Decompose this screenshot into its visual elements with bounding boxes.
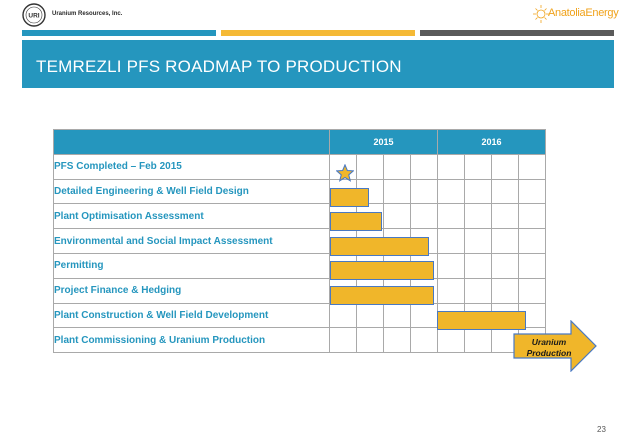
- table-row: Project Finance & Hedging: [53, 277, 546, 304]
- task-label: Plant Construction & Well Field Developm…: [53, 302, 330, 329]
- stripe-blue: [22, 30, 216, 36]
- table-row: Plant Commissioning & Uranium Production: [53, 327, 546, 354]
- slide-title: TEMREZLI PFS ROADMAP TO PRODUCTION: [36, 57, 402, 76]
- brand-suffix: Energy: [585, 7, 619, 19]
- title-bar: [22, 40, 614, 88]
- gantt-bar-plant-optimisation: [330, 212, 382, 231]
- anatolia-energy-logo-icon: [533, 5, 549, 23]
- gantt-bar-esia: [330, 237, 429, 256]
- stripe-gold: [221, 30, 415, 36]
- table-header-row: 2015 2016: [53, 129, 546, 155]
- year-header-2015: 2015: [329, 129, 438, 155]
- table-row: Permitting: [53, 252, 546, 279]
- stripe-gray: [420, 30, 614, 36]
- table-row: Environmental and Social Impact Assessme…: [53, 228, 546, 254]
- arrow-label-line2: Production: [526, 348, 572, 358]
- task-label: PFS Completed – Feb 2015: [53, 153, 330, 180]
- table-row: Detailed Engineering & Well Field Design: [53, 178, 546, 205]
- brand-name: AnatoliaEnergy: [548, 7, 619, 19]
- task-label: Plant Commissioning & Uranium Production: [53, 327, 330, 354]
- page-number: 23: [597, 425, 606, 434]
- brand-prefix: Anatolia: [548, 7, 586, 19]
- task-label: Plant Optimisation Assessment: [53, 203, 330, 230]
- table-row: Plant Construction & Well Field Developm…: [53, 302, 546, 329]
- gantt-bar-permitting: [330, 261, 434, 280]
- gantt-bar-detailed-engineering: [330, 188, 369, 207]
- task-label: Project Finance & Hedging: [53, 277, 330, 304]
- company-name: Uranium Resources, Inc.: [52, 11, 123, 17]
- year-header-2016: 2016: [437, 129, 546, 155]
- star-icon: [336, 164, 354, 182]
- task-label: Environmental and Social Impact Assessme…: [53, 228, 330, 254]
- arrow-label: Uranium Production: [517, 337, 581, 359]
- task-label: Permitting: [53, 252, 330, 279]
- uri-logo: URI: [22, 3, 46, 27]
- header-empty-cell: [53, 129, 330, 155]
- arrow-label-line1: Uranium: [531, 337, 567, 347]
- table-row: Plant Optimisation Assessment: [53, 203, 546, 230]
- uranium-production-arrow-icon: [513, 320, 597, 372]
- table-row: PFS Completed – Feb 2015: [53, 153, 546, 180]
- gantt-bar-project-finance: [330, 286, 434, 305]
- svg-text:URI: URI: [28, 13, 39, 20]
- gantt-bar-plant-construction: [437, 311, 526, 330]
- task-label: Detailed Engineering & Well Field Design: [53, 178, 330, 205]
